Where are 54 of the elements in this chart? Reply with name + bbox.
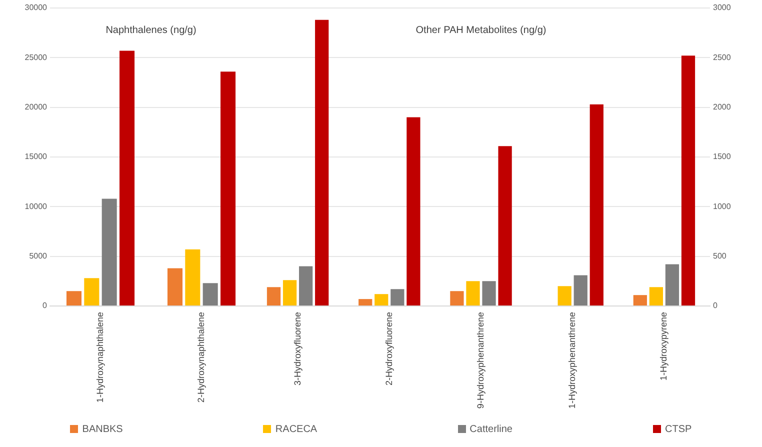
legend-label: Catterline <box>468 424 512 435</box>
y-tick-label: 2500 <box>713 52 732 62</box>
text: Other PAH Metabolites (ng/g) <box>416 24 546 36</box>
bar <box>649 287 663 306</box>
bar <box>220 72 236 306</box>
bar <box>574 275 588 306</box>
bar <box>590 104 604 306</box>
y-tick-label: 2000 <box>713 102 732 112</box>
x-tick-label: 2-Hydroxynaphthalene <box>196 312 206 403</box>
y-tick-label: 0 <box>713 301 718 310</box>
bar <box>482 281 496 306</box>
y-tick-label: 1500 <box>713 152 732 162</box>
text: Naphthalenes (ng/g) <box>106 24 196 36</box>
bar <box>665 264 680 306</box>
bar <box>406 117 420 306</box>
x-tick-label: 3-Hydroxyfluorene <box>292 312 302 386</box>
y-tick-label: 5000 <box>29 252 48 261</box>
y-tick-label: 0 <box>42 301 48 310</box>
y-tick-label: 15000 <box>24 152 48 162</box>
y-tick-label: 25000 <box>24 52 48 62</box>
bar <box>558 286 572 306</box>
x-tick-label: 9-Hydroxyphenanthrene <box>475 312 486 409</box>
bar <box>282 280 297 306</box>
bar <box>120 50 135 306</box>
bar <box>450 291 464 306</box>
bar <box>102 198 117 306</box>
y-tick-label: 20000 <box>24 102 48 112</box>
bar <box>390 289 404 306</box>
bar <box>266 287 281 306</box>
x-tick-label: 1-Hydroxyphenanthrene <box>567 312 578 409</box>
bar <box>299 266 313 306</box>
legend-label: CTSP <box>664 424 692 435</box>
bar <box>358 299 372 306</box>
x-tick-label: 2-Hydroxyfluorene <box>384 312 394 386</box>
x-tick-label: 1-Hydroxynaphthalene <box>94 312 105 403</box>
y-tick-label: 3000 <box>713 3 732 12</box>
bar <box>185 249 200 306</box>
y-tick-label: 500 <box>713 252 727 261</box>
bar <box>84 278 100 306</box>
bar <box>633 295 647 306</box>
bar <box>498 146 512 306</box>
legend-label: BANBKS <box>81 424 123 435</box>
bar <box>66 291 82 306</box>
bar <box>202 283 218 306</box>
bar <box>681 56 696 306</box>
bar <box>315 20 329 306</box>
y-tick-label: 30000 <box>24 3 48 12</box>
legend-label: RACECA <box>274 424 318 435</box>
bar <box>466 281 480 306</box>
y-tick-label: 10000 <box>24 202 48 211</box>
y-tick-label: 1000 <box>713 202 732 211</box>
x-tick-label: 1-Hydroxypyrene <box>658 312 669 381</box>
bar <box>374 294 388 306</box>
bar <box>167 268 182 306</box>
